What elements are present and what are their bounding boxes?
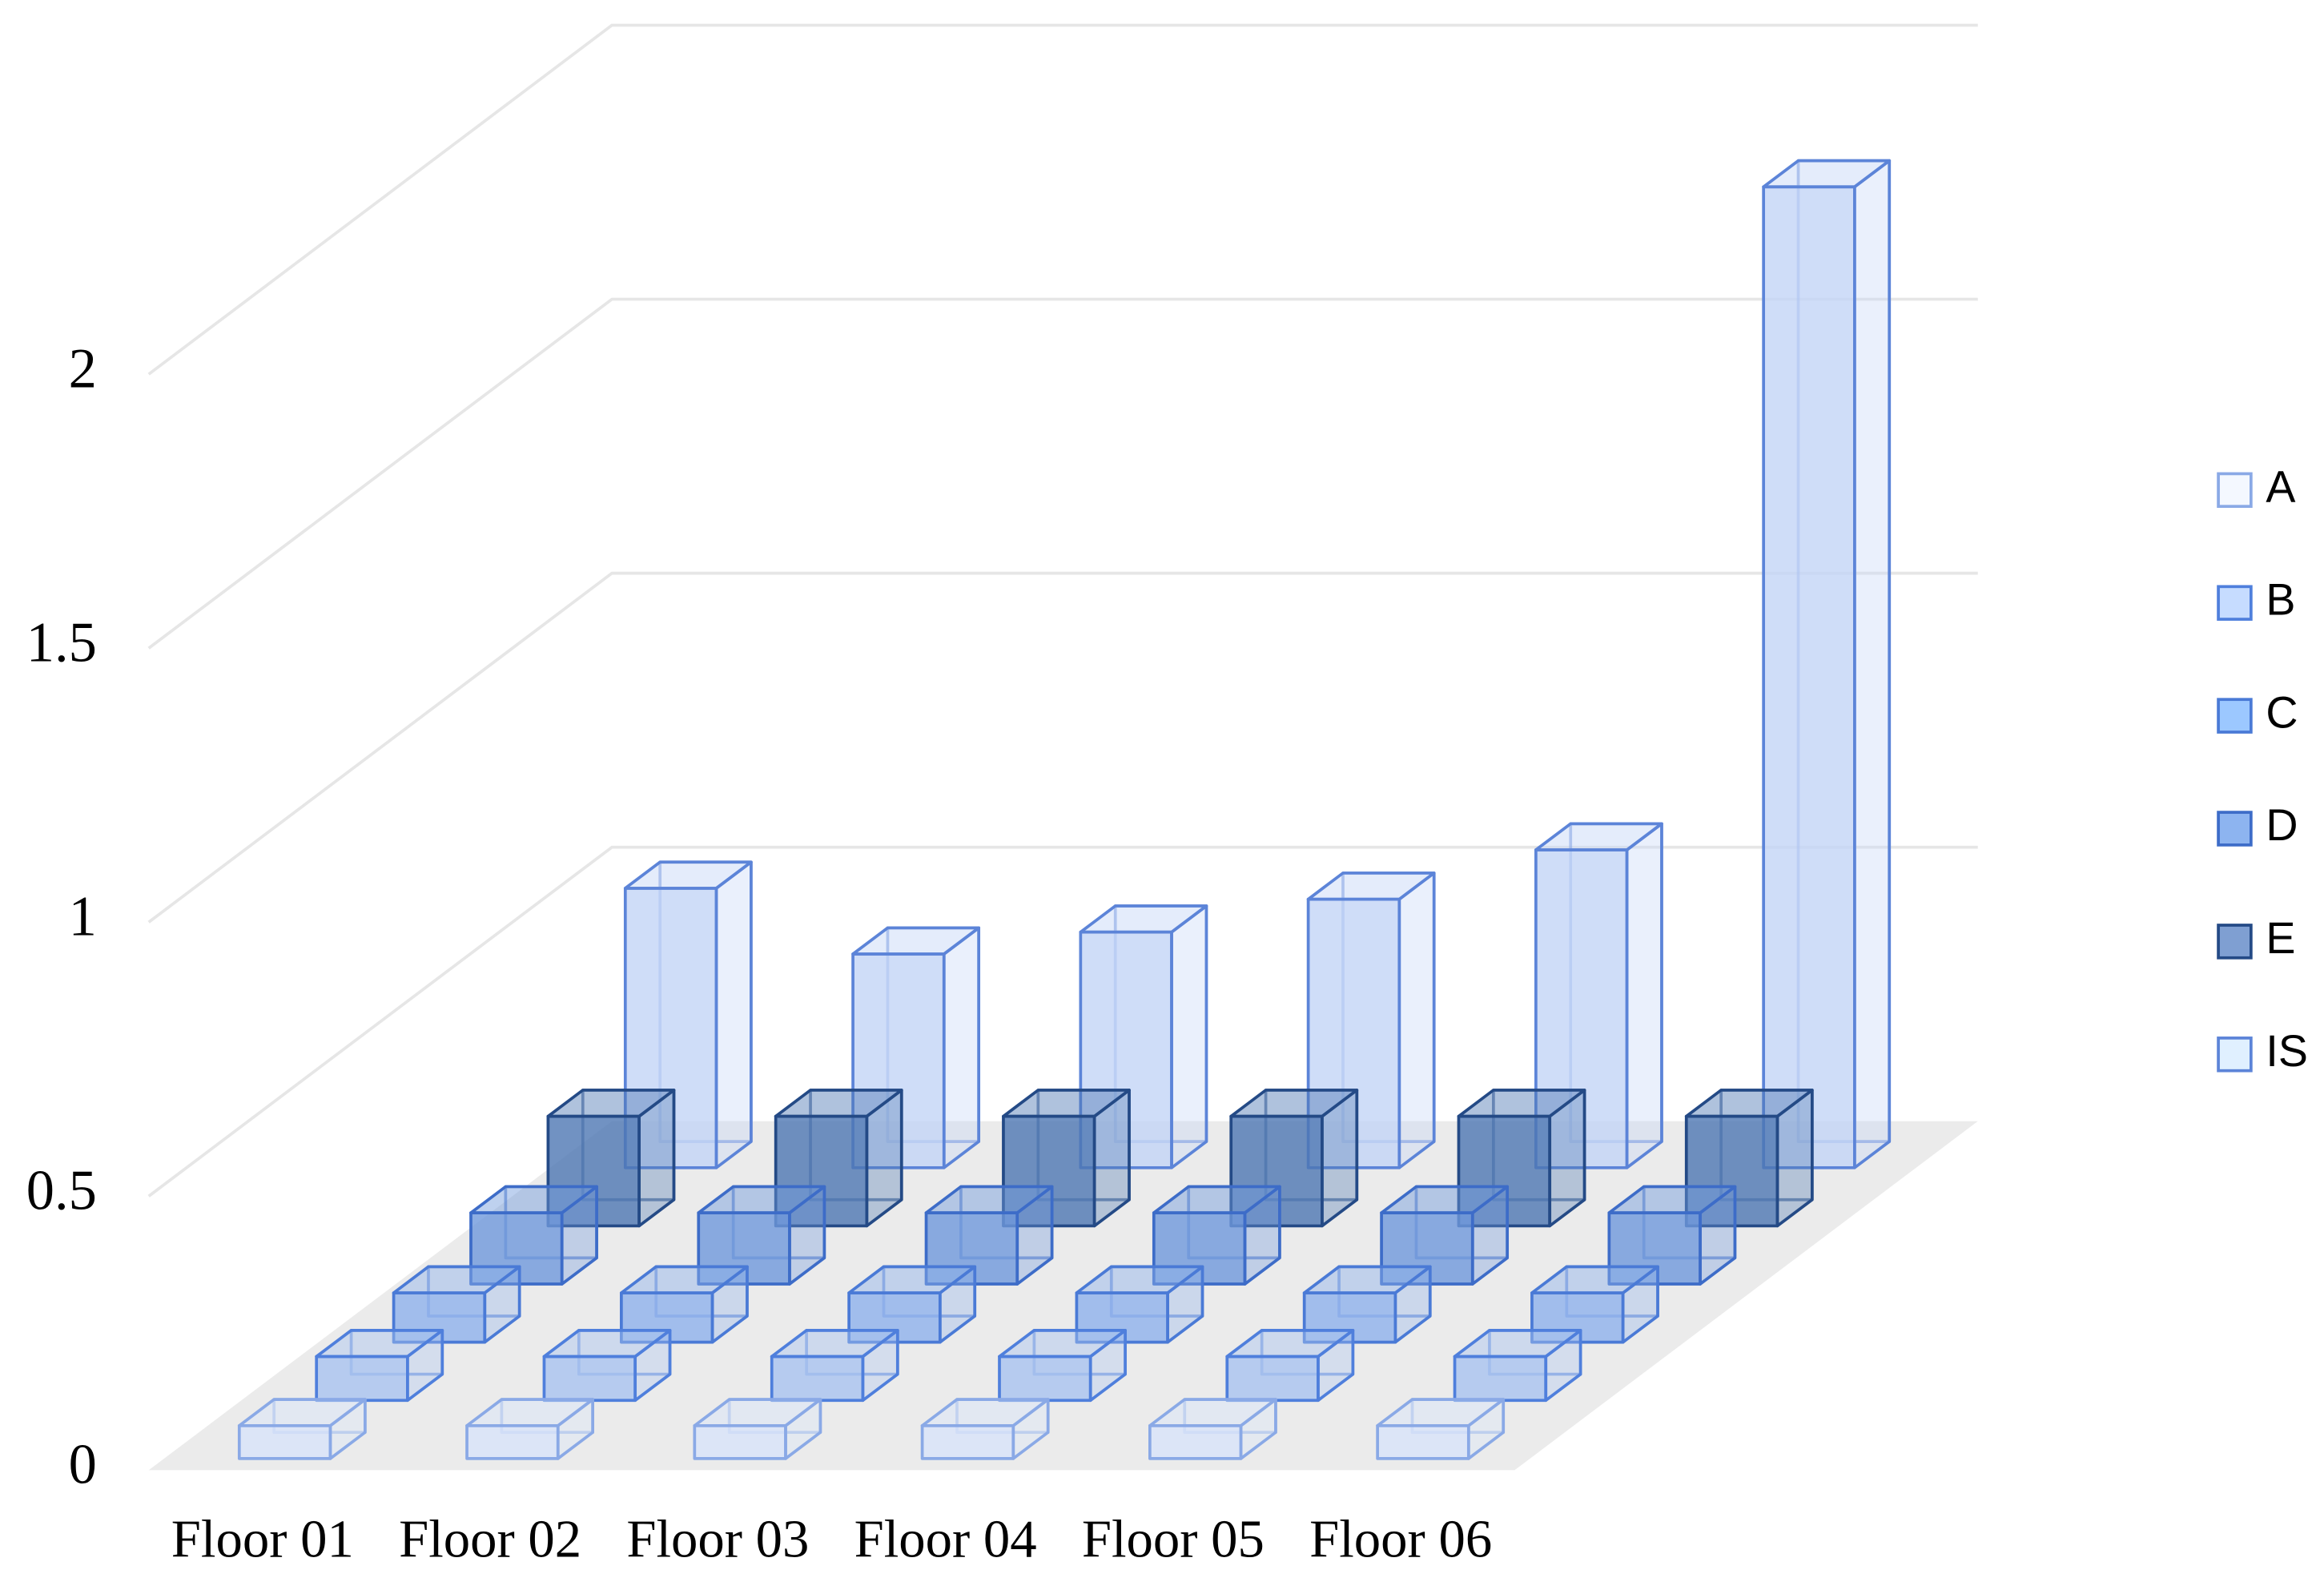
- bar-top: [998, 1329, 1127, 1359]
- legend-swatch: [2217, 1037, 2253, 1073]
- bar-top: [1225, 1329, 1355, 1359]
- bar-side: [1170, 904, 1208, 1169]
- bar-top: [1453, 1329, 1582, 1359]
- bar-front: [1762, 185, 1856, 1169]
- bar-top: [1152, 1185, 1281, 1214]
- bar-top: [1762, 159, 1892, 189]
- bar-top: [851, 926, 981, 956]
- x-tick-label: Floor 06: [1309, 1510, 1492, 1568]
- bar-top: [542, 1329, 672, 1359]
- bar-top: [920, 1398, 1050, 1427]
- bar-top: [770, 1329, 899, 1359]
- legend-label: D: [2266, 800, 2298, 850]
- bar-front: [1225, 1355, 1320, 1403]
- bar-top: [1534, 822, 1663, 851]
- bar-top: [1380, 1185, 1510, 1214]
- bar-top: [1457, 1089, 1586, 1118]
- grid-line: [147, 845, 1978, 1198]
- grid-line: [147, 297, 1978, 650]
- x-tick-label: Floor 02: [399, 1510, 581, 1568]
- bar-top: [1079, 904, 1208, 934]
- bar-top: [847, 1265, 977, 1294]
- legend-swatch: [2217, 585, 2253, 621]
- y-tick-label: 0: [69, 1434, 97, 1496]
- bar-top: [237, 1398, 367, 1427]
- bar-front: [1453, 1355, 1548, 1403]
- bar-front: [1148, 1423, 1243, 1460]
- legend-label: A: [2266, 461, 2295, 511]
- x-tick-label: Floor 04: [854, 1510, 1037, 1568]
- bar-top: [924, 1185, 1054, 1214]
- legend-label: C: [2266, 687, 2298, 737]
- bar-top: [620, 1265, 749, 1294]
- bar-top: [1376, 1398, 1506, 1427]
- bar-front: [315, 1355, 409, 1403]
- legend-label: E: [2266, 913, 2295, 963]
- x-tick-label: Floor 03: [626, 1510, 809, 1568]
- grid-line: [147, 23, 1978, 376]
- y-tick-label: 1.5: [26, 611, 97, 674]
- bar-top: [546, 1089, 676, 1118]
- grid-line: [147, 571, 1978, 924]
- bar-top: [1530, 1265, 1659, 1294]
- bar-side: [714, 860, 753, 1169]
- bar-front: [465, 1423, 560, 1460]
- bar-top: [469, 1185, 598, 1214]
- y-tick-label: 1: [69, 885, 97, 948]
- bar-front: [237, 1423, 332, 1460]
- bar-top: [1306, 871, 1436, 901]
- bar-side: [1397, 871, 1436, 1169]
- bar-top: [697, 1185, 826, 1214]
- bar-top: [465, 1398, 594, 1427]
- bar-top: [1302, 1265, 1432, 1294]
- bar-front: [770, 1355, 865, 1403]
- legend-swatch: [2217, 811, 2253, 847]
- legend-swatch: [2217, 698, 2253, 734]
- bar-top: [315, 1329, 444, 1359]
- legend-swatch: [2217, 472, 2253, 509]
- bar-top: [693, 1398, 822, 1427]
- legend-label: IS: [2266, 1026, 2308, 1076]
- bar-side: [942, 926, 981, 1169]
- y-tick-label: 0.5: [26, 1160, 97, 1222]
- y-tick-label: 2: [69, 337, 97, 400]
- bar-front: [998, 1355, 1092, 1403]
- bar-front: [1376, 1423, 1470, 1460]
- bar-top: [1002, 1089, 1131, 1118]
- bar-top: [1229, 1089, 1359, 1118]
- bar-top: [623, 860, 753, 890]
- x-tick-label: Floor 01: [171, 1510, 354, 1568]
- bar-side: [1853, 159, 1892, 1169]
- bar-front: [920, 1423, 1015, 1460]
- bar-top: [1148, 1398, 1277, 1427]
- bar-top: [392, 1265, 521, 1294]
- bar-top: [774, 1089, 903, 1118]
- legend-label: B: [2266, 574, 2295, 624]
- bar-front: [693, 1423, 787, 1460]
- bar-top: [1607, 1185, 1737, 1214]
- x-tick-label: Floor 05: [1082, 1510, 1265, 1568]
- bar-top: [1684, 1089, 1814, 1118]
- bar-top: [1075, 1265, 1204, 1294]
- bar-side: [1625, 822, 1663, 1169]
- bar-front: [542, 1355, 637, 1403]
- legend-swatch: [2217, 924, 2253, 960]
